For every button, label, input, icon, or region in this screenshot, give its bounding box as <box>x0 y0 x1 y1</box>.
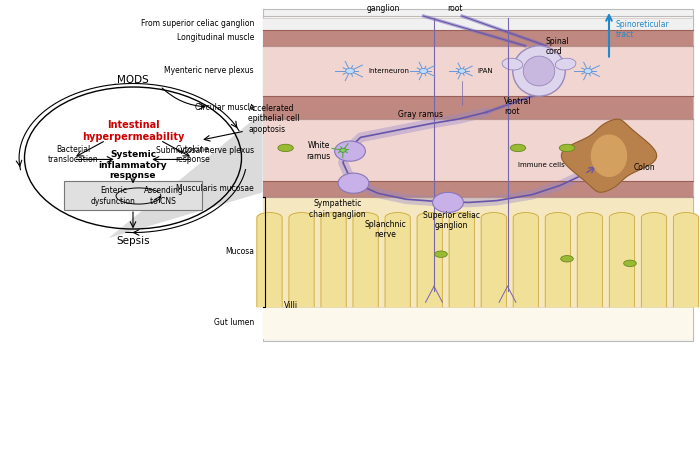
Circle shape <box>458 69 466 73</box>
Bar <box>262 16 693 341</box>
Text: Sympathetic
chain ganglion: Sympathetic chain ganglion <box>309 199 365 218</box>
Text: IPAN: IPAN <box>477 68 493 74</box>
Polygon shape <box>592 135 626 176</box>
Ellipse shape <box>502 58 523 70</box>
Ellipse shape <box>624 260 636 267</box>
Text: Villi: Villi <box>284 301 298 311</box>
Circle shape <box>335 141 365 161</box>
Circle shape <box>433 192 463 213</box>
Ellipse shape <box>561 256 573 262</box>
Polygon shape <box>449 213 475 307</box>
Polygon shape <box>673 213 699 307</box>
Circle shape <box>419 68 428 74</box>
Text: Mucosa: Mucosa <box>225 247 254 256</box>
Polygon shape <box>545 213 570 307</box>
Text: Superior celiac
ganglion: Superior celiac ganglion <box>423 211 480 230</box>
Polygon shape <box>561 119 657 192</box>
FancyBboxPatch shape <box>64 181 202 210</box>
Polygon shape <box>385 213 410 307</box>
Text: Dorsal
root: Dorsal root <box>442 0 468 13</box>
Bar <box>262 307 693 339</box>
Circle shape <box>584 68 592 74</box>
Ellipse shape <box>278 144 293 152</box>
Ellipse shape <box>555 58 576 70</box>
Text: Gray ramus: Gray ramus <box>398 110 442 119</box>
Text: Circular muscle: Circular muscle <box>195 103 254 112</box>
Polygon shape <box>321 213 346 307</box>
Bar <box>262 119 693 181</box>
Circle shape <box>340 148 346 152</box>
Bar <box>262 18 693 30</box>
Text: Cytokine
response: Cytokine response <box>175 145 210 164</box>
Text: Sepsis: Sepsis <box>116 236 150 246</box>
Text: Spinoreticular
tract: Spinoreticular tract <box>616 20 670 39</box>
Bar <box>262 30 693 46</box>
Text: Gut lumen: Gut lumen <box>214 318 254 327</box>
Text: Immune cells: Immune cells <box>518 162 565 168</box>
Polygon shape <box>108 112 262 238</box>
Bar <box>262 96 693 119</box>
Bar <box>262 9 693 238</box>
Circle shape <box>338 173 369 193</box>
Polygon shape <box>578 213 603 307</box>
Polygon shape <box>353 213 378 307</box>
Polygon shape <box>417 213 442 307</box>
Polygon shape <box>289 213 314 307</box>
Text: Intestinal
hyperpermeability: Intestinal hyperpermeability <box>82 120 184 142</box>
Text: Dorsal root
ganglion: Dorsal root ganglion <box>363 0 405 13</box>
Ellipse shape <box>512 46 566 96</box>
Text: Accelerated
epithelial cell
apoptosis: Accelerated epithelial cell apoptosis <box>248 104 300 134</box>
Text: Ascending
to CNS: Ascending to CNS <box>144 186 183 206</box>
Text: Splanchnic
nerve: Splanchnic nerve <box>364 220 406 239</box>
Text: Submucosal nerve plexus: Submucosal nerve plexus <box>156 146 254 155</box>
Text: Systemic
inflammatory
response: Systemic inflammatory response <box>99 150 167 180</box>
Ellipse shape <box>559 144 575 152</box>
Text: Longitudinal muscle: Longitudinal muscle <box>176 33 254 42</box>
Text: From superior celiac ganglion: From superior celiac ganglion <box>141 19 254 28</box>
Ellipse shape <box>510 144 526 152</box>
Text: Ventral
root: Ventral root <box>504 97 531 116</box>
Text: Myenteric nerve plexus: Myenteric nerve plexus <box>164 66 254 76</box>
Ellipse shape <box>435 251 447 257</box>
Text: Bacterial
translocation: Bacterial translocation <box>48 145 99 164</box>
Text: White
ramus: White ramus <box>307 142 330 161</box>
Ellipse shape <box>524 56 554 86</box>
Bar <box>262 181 693 197</box>
Polygon shape <box>257 213 282 307</box>
Text: Interneuron: Interneuron <box>368 68 409 74</box>
Text: Spinal
cord: Spinal cord <box>546 37 570 56</box>
Bar <box>262 46 693 96</box>
Polygon shape <box>513 213 538 307</box>
Bar <box>262 197 693 307</box>
Polygon shape <box>641 213 666 307</box>
Polygon shape <box>609 213 634 307</box>
Text: Enteric
dysfunction: Enteric dysfunction <box>91 186 136 206</box>
Polygon shape <box>481 213 506 307</box>
Text: Colon: Colon <box>634 163 655 172</box>
Text: Muscularis mucosae: Muscularis mucosae <box>176 184 254 193</box>
Circle shape <box>346 68 354 74</box>
Text: MODS: MODS <box>117 75 149 85</box>
